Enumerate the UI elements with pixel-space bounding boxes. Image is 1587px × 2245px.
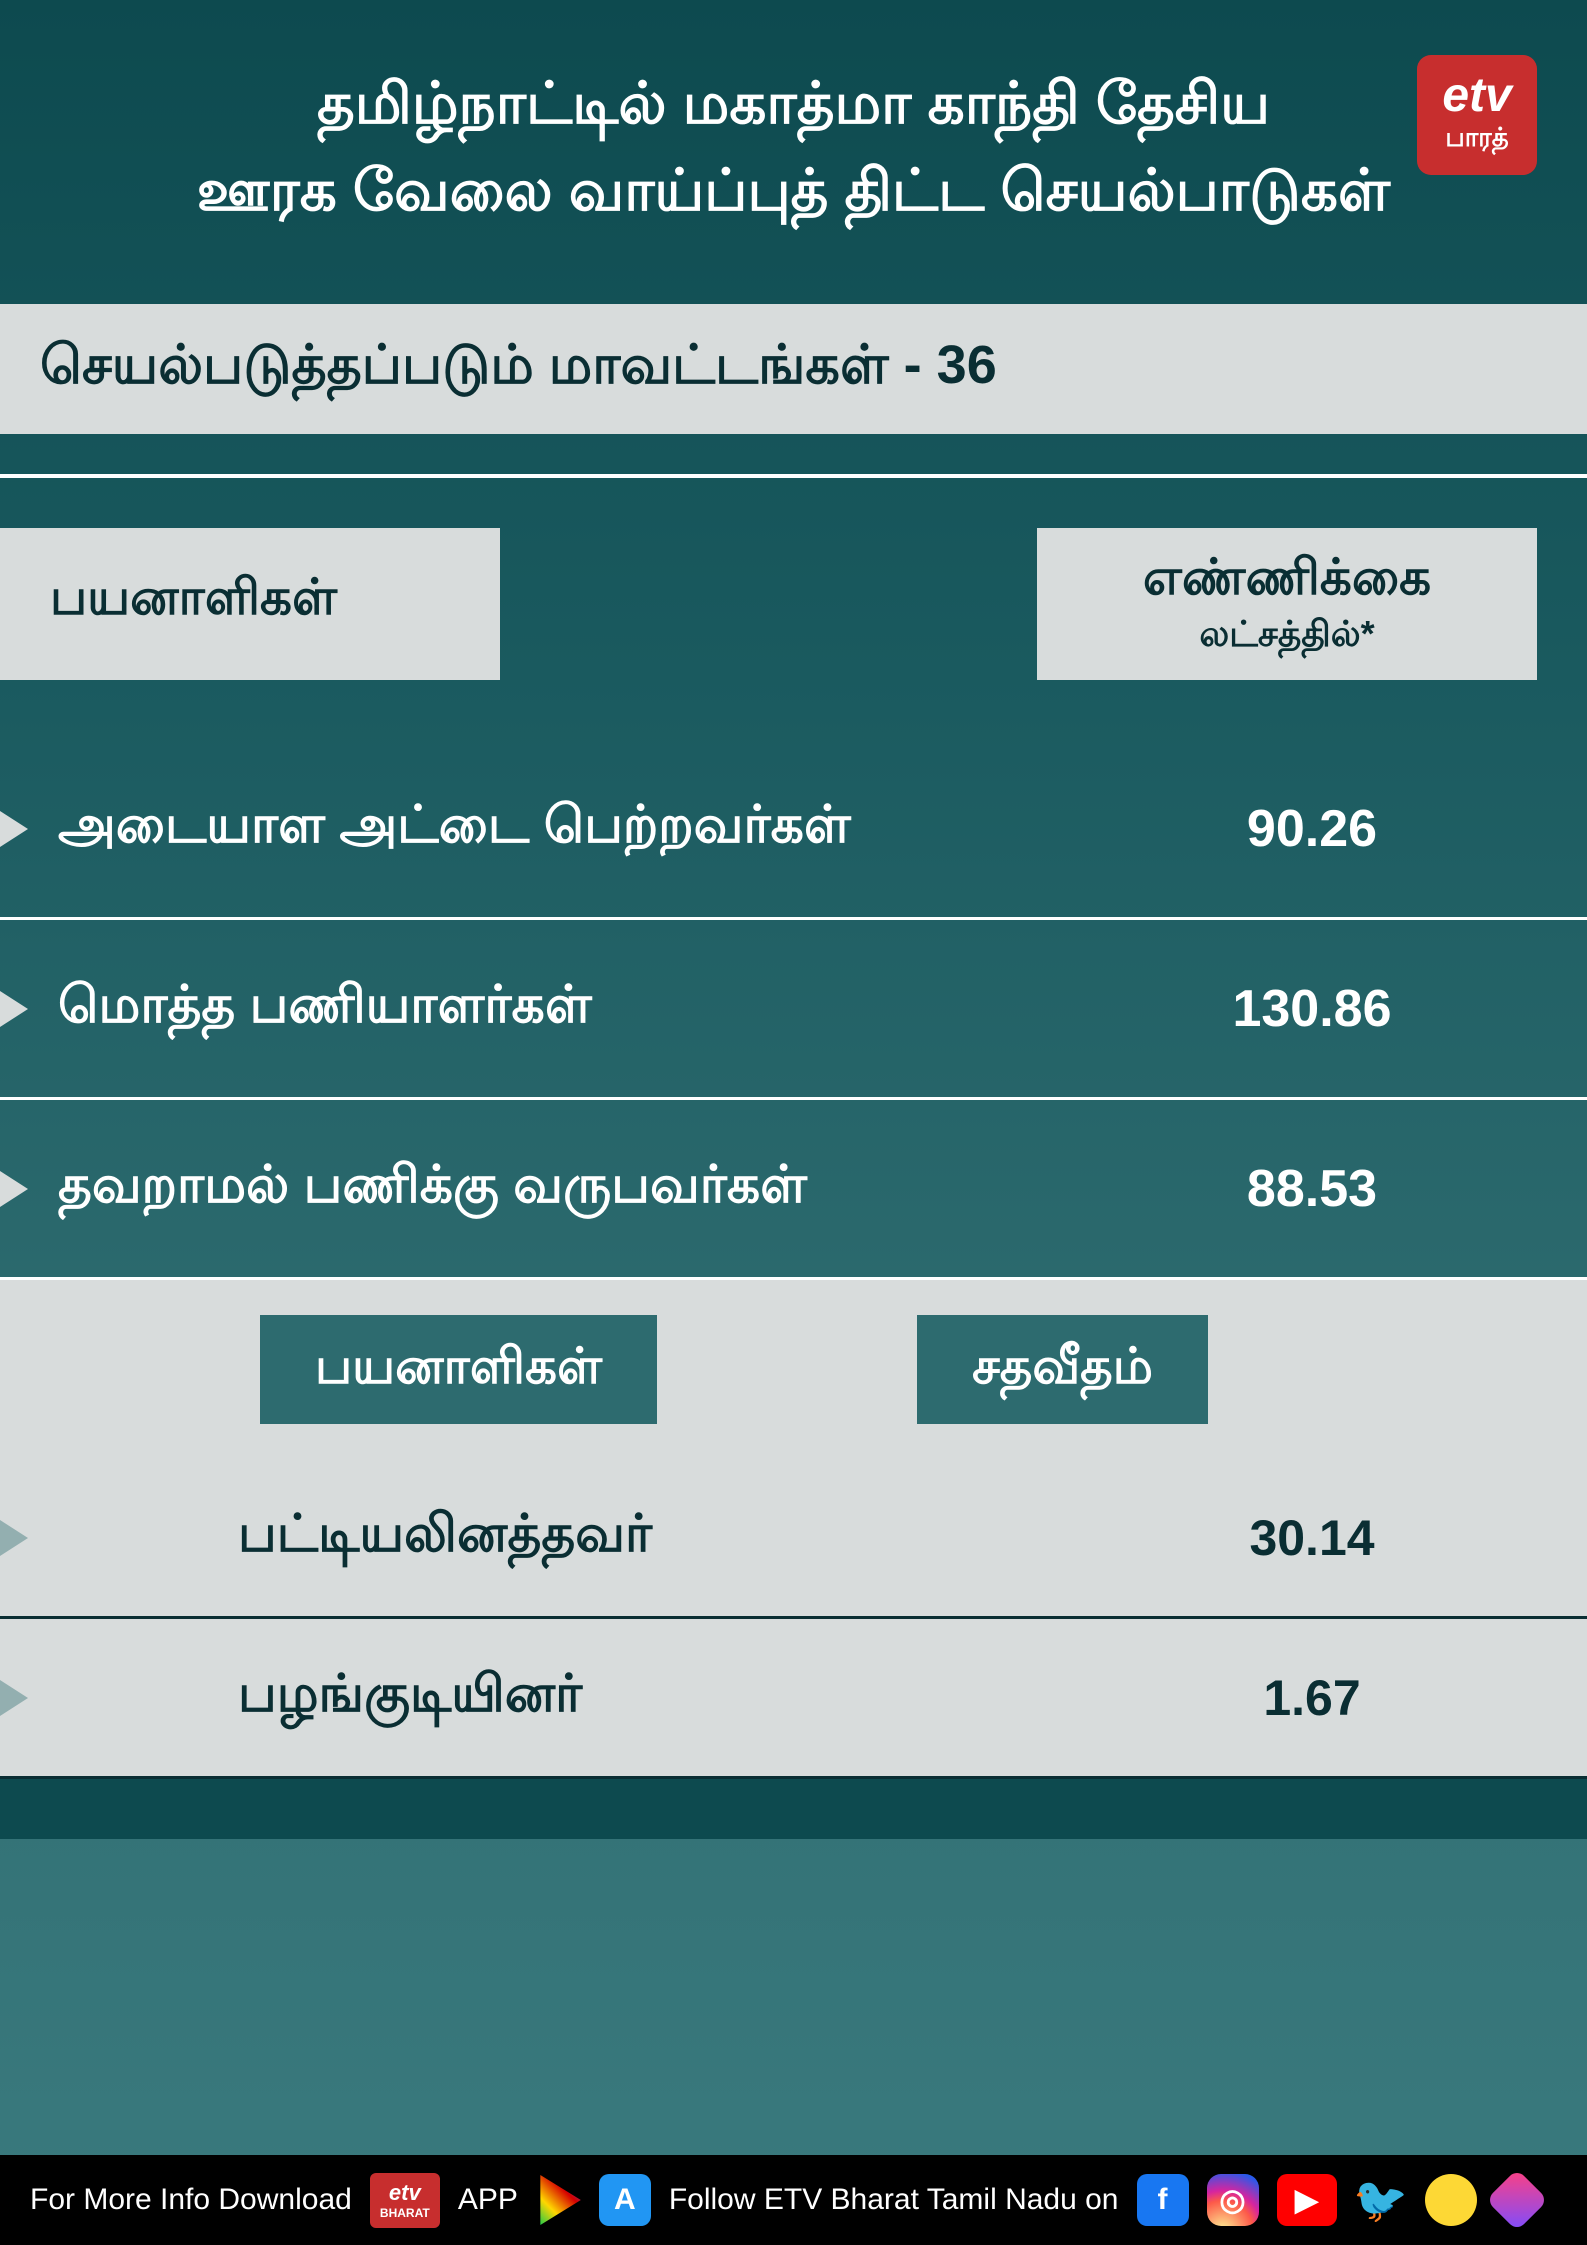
row-value: 130.86: [1087, 979, 1587, 1039]
teal-band: [0, 1779, 1587, 1839]
table-row: அடையாள அட்டை பெற்றவர்கள் 90.26: [0, 740, 1587, 920]
table-row: பழங்குடியினர் 1.67: [0, 1619, 1587, 1779]
koo-icon[interactable]: [1425, 2174, 1477, 2226]
table1-body: அடையாள அட்டை பெற்றவர்கள் 90.26 மொத்த பணி…: [0, 740, 1587, 1280]
youtube-icon[interactable]: ▶: [1277, 2174, 1337, 2226]
footer-bar: For More Info Download etv BHARAT APP A …: [0, 2155, 1587, 2245]
bullet-icon: [0, 991, 28, 1027]
col2-header-small: லட்சத்தில்*: [1087, 613, 1487, 660]
twitter-icon[interactable]: 🐦: [1355, 2174, 1407, 2226]
row-value: 1.67: [1087, 1669, 1587, 1727]
row-label: பட்டியலினத்தவர்: [58, 1504, 1087, 1571]
google-play-icon[interactable]: [536, 2175, 581, 2225]
row-value: 30.14: [1087, 1509, 1587, 1567]
title-line-1: தமிழ்நாட்டில் மகாத்மா காந்தி தேசிய: [50, 60, 1537, 147]
table-row: மொத்த பணியாளர்கள் 130.86: [0, 920, 1587, 1100]
bullet-icon: [0, 811, 28, 847]
table-row: தவறாமல் பணிக்கு வருபவர்கள் 88.53: [0, 1100, 1587, 1280]
row-label: அடையாள அட்டை பெற்றவர்கள்: [58, 795, 1087, 862]
row-label: பழங்குடியினர்: [58, 1664, 1087, 1731]
row-value: 88.53: [1087, 1159, 1587, 1219]
app-store-icon[interactable]: A: [599, 2174, 651, 2226]
table2: பயனாளிகள் சதவீதம் பட்டியலினத்தவர் 30.14 …: [0, 1280, 1587, 1779]
row-label: தவறாமல் பணிக்கு வருபவர்கள்: [58, 1155, 1087, 1222]
divider: [0, 474, 1587, 478]
footer-text-right: Follow ETV Bharat Tamil Nadu on: [669, 2183, 1119, 2217]
etv-bharat-logo: etv பாரத்: [1417, 55, 1537, 175]
footer-text-left: For More Info Download: [30, 2183, 352, 2217]
logo-text-top: etv: [1442, 74, 1511, 117]
table2-col2-header: சதவீதம்: [917, 1315, 1208, 1424]
table1-col1-header: பயனாளிகள்: [0, 528, 500, 680]
row-label: மொத்த பணியாளர்கள்: [58, 975, 1087, 1042]
table2-col1-header: பயனாளிகள்: [260, 1315, 657, 1424]
title-line-2: ஊரக வேலை வாய்ப்புத் திட்ட செயல்பாடுகள்: [50, 147, 1537, 234]
table-row: பட்டியலினத்தவர் 30.14: [0, 1459, 1587, 1619]
sharechat-icon[interactable]: [1485, 2169, 1547, 2231]
spacer: [500, 528, 1037, 680]
bullet-icon: [0, 1520, 28, 1556]
bullet-icon: [0, 1171, 28, 1207]
table2-header-row: பயனாளிகள் சதவீதம்: [0, 1280, 1587, 1459]
facebook-icon[interactable]: f: [1137, 2174, 1189, 2226]
table1-header-row: பயனாளிகள் எண்ணிக்கை லட்சத்தில்*: [0, 528, 1587, 680]
etv-bharat-logo-small: etv BHARAT: [370, 2173, 440, 2228]
logo-text-bottom: பாரத்: [1445, 122, 1508, 156]
header: தமிழ்நாட்டில் மகாத்மா காந்தி தேசிய ஊரக வ…: [0, 0, 1587, 284]
row-value: 90.26: [1087, 799, 1587, 859]
app-label: APP: [458, 2183, 518, 2217]
instagram-icon[interactable]: ◎: [1207, 2174, 1259, 2226]
col2-header-big: எண்ணிக்கை: [1087, 548, 1487, 613]
table1-col2-header: எண்ணிக்கை லட்சத்தில்*: [1037, 528, 1537, 680]
bullet-icon: [0, 1680, 28, 1716]
subtitle-bar: செயல்படுத்தப்படும் மாவட்டங்கள் - 36: [0, 304, 1587, 434]
